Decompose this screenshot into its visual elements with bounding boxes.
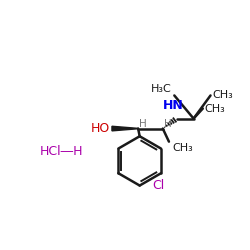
- Text: H: H: [164, 119, 171, 129]
- Text: H₃C: H₃C: [151, 84, 172, 94]
- Text: CH₃: CH₃: [172, 143, 193, 153]
- Text: HO: HO: [90, 122, 110, 135]
- Text: CH₃: CH₃: [212, 90, 233, 101]
- Text: CH₃: CH₃: [204, 104, 225, 114]
- Text: Cl: Cl: [152, 180, 165, 192]
- Text: H: H: [139, 119, 147, 129]
- Text: HCl―H: HCl―H: [40, 145, 83, 158]
- Polygon shape: [112, 126, 138, 131]
- Text: HN: HN: [163, 98, 184, 112]
